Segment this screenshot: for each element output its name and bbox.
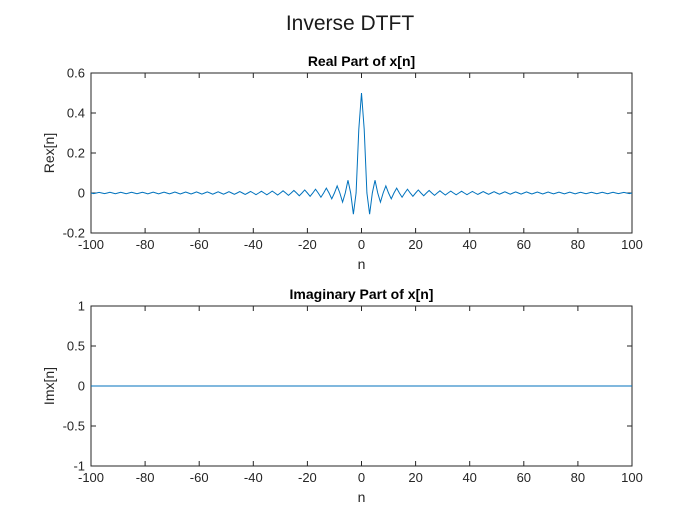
y-tick-label: 1	[78, 299, 85, 314]
x-tick-label: 60	[517, 237, 531, 252]
x-tick-label: -100	[78, 470, 104, 485]
y-tick-label: 0	[78, 186, 85, 201]
x-tick-label: 20	[408, 470, 422, 485]
x-tick-label: -60	[190, 470, 209, 485]
x-tick-label: 40	[462, 237, 476, 252]
x-tick-label: -40	[244, 237, 263, 252]
x-tick-label: 0	[358, 470, 365, 485]
x-tick-label: 60	[517, 470, 531, 485]
y-tick-label: -1	[73, 459, 85, 474]
x-tick-label: 40	[462, 470, 476, 485]
x-tick-label: -80	[136, 470, 155, 485]
x-axis-label: n	[358, 256, 366, 272]
y-axis-label: Imx[n]	[41, 367, 57, 405]
figure-title: Inverse DTFT	[286, 12, 415, 35]
x-tick-label: -100	[78, 237, 104, 252]
x-tick-label: 20	[408, 237, 422, 252]
y-tick-label: 0.4	[67, 106, 85, 121]
series-line	[90, 92, 633, 215]
x-tick-label: -20	[298, 470, 317, 485]
y-tick-label: 0	[78, 379, 85, 394]
y-tick-label: -0.5	[63, 419, 85, 434]
x-tick-label: 0	[358, 237, 365, 252]
x-axis-label: n	[358, 489, 366, 505]
y-tick-label: 0.6	[67, 66, 85, 81]
x-tick-label: -80	[136, 237, 155, 252]
x-tick-label: -20	[298, 237, 317, 252]
axes-title: Imaginary Part of x[n]	[290, 286, 434, 302]
x-tick-label: -40	[244, 470, 263, 485]
y-tick-label: 0.2	[67, 146, 85, 161]
x-tick-label: 80	[571, 470, 585, 485]
y-tick-label: -0.2	[63, 226, 85, 241]
real-part-axes: Real Part of x[n] -100 -80 -60 -40 -20 0 20 40 60…	[41, 53, 643, 272]
y-tick-label: 0.5	[67, 339, 85, 354]
x-tick-label: -60	[190, 237, 209, 252]
axes-title: Real Part of x[n]	[308, 53, 415, 69]
y-axis-label: Rex[n]	[41, 133, 57, 173]
imaginary-part-axes: Imaginary Part of x[n] -100 -80 -60 -40 -20 0 2…	[41, 286, 643, 505]
x-tick-label: 100	[621, 237, 643, 252]
x-tick-label: 100	[621, 470, 643, 485]
x-tick-label: 80	[571, 237, 585, 252]
